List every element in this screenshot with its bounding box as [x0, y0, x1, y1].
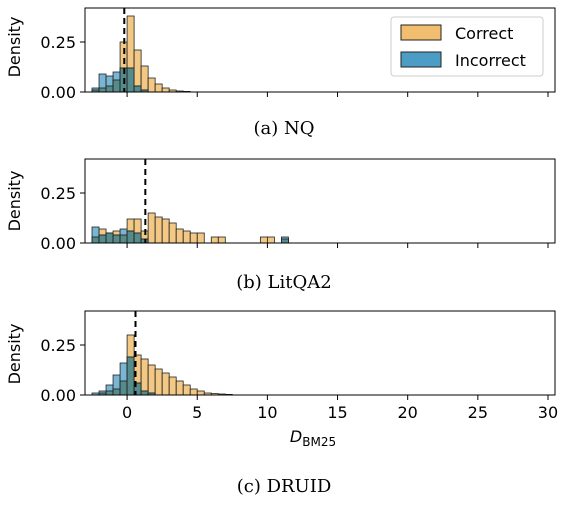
- plot-frame-litqa2: [84, 158, 556, 244]
- bar-overlap: [140, 390, 149, 396]
- xtick-label-druid: 15: [327, 403, 347, 422]
- xlabel-druid: DBM25: [290, 427, 336, 449]
- bar-correct: [182, 384, 191, 396]
- bar-overlap: [119, 380, 128, 396]
- bar-correct: [210, 236, 219, 244]
- bar-correct: [161, 87, 170, 93]
- bar-overlap: [91, 236, 100, 244]
- ylabel-druid: Density: [5, 324, 24, 385]
- panel-druid: Density DBM25 (c) DRUID 0.00 0.25 0 5 10 15 20…: [5, 310, 558, 497]
- ytick-label-druid: 0.00: [40, 386, 76, 405]
- xtick-label-druid: 30: [538, 403, 558, 422]
- bar-overlap: [105, 390, 114, 396]
- ylabel-nq: Density: [5, 17, 24, 78]
- bar-overlap: [112, 234, 121, 244]
- bar-overlap: [112, 388, 121, 396]
- bar-correct: [266, 236, 275, 244]
- xtick-label-druid: 25: [468, 403, 488, 422]
- ylabel-litqa2: Density: [5, 171, 24, 232]
- bar-correct: [217, 236, 226, 244]
- bar-correct: [182, 230, 191, 244]
- bar-correct: [140, 358, 149, 396]
- bar-correct: [175, 380, 184, 396]
- bar-overlap: [126, 230, 135, 244]
- bar-correct: [259, 236, 268, 244]
- bars-nq: [91, 8, 191, 93]
- legend: Correct Incorrect: [390, 16, 544, 77]
- legend-label-incorrect: Incorrect: [455, 51, 526, 70]
- xtick-label-druid: 0: [122, 403, 132, 422]
- xtick-label-druid: 20: [398, 403, 418, 422]
- ytick-label-nq: 0.25: [40, 33, 76, 52]
- bar-correct: [147, 212, 156, 244]
- bar-overlap: [126, 356, 135, 396]
- bar-correct: [154, 216, 163, 244]
- bar-correct: [140, 65, 149, 93]
- plot-frame-nq: [84, 7, 556, 93]
- caption-litqa2: (b) LitQA2: [236, 272, 331, 293]
- bar-correct: [168, 376, 177, 396]
- bar-overlap: [281, 238, 289, 244]
- bar-correct: [168, 222, 177, 244]
- bar-correct: [189, 232, 198, 244]
- bar-overlap: [98, 234, 107, 244]
- bars-druid: [91, 311, 233, 396]
- bar-correct: [154, 368, 163, 396]
- bar-correct: [147, 77, 156, 93]
- bar-correct: [196, 390, 205, 396]
- bar-correct: [154, 83, 163, 93]
- bar-overlap: [98, 87, 107, 93]
- ytick-label-litqa2: 0.25: [40, 184, 76, 203]
- legend-swatch-correct: [400, 24, 442, 41]
- bar-overlap: [133, 232, 142, 244]
- legend-label-correct: Correct: [455, 24, 513, 43]
- bar-overlap: [133, 85, 142, 93]
- bar-correct: [189, 388, 198, 396]
- xtick-label-druid: 5: [192, 403, 202, 422]
- legend-swatch-incorrect: [400, 51, 442, 68]
- ytick-label-nq: 0.00: [40, 83, 76, 102]
- bar-correct: [196, 232, 205, 244]
- bar-correct: [161, 218, 170, 244]
- bar-overlap: [105, 85, 114, 93]
- ytick-label-litqa2: 0.00: [40, 234, 76, 253]
- bar-correct: [161, 372, 170, 396]
- ytick-label-druid: 0.25: [40, 336, 76, 355]
- caption-nq: (a) NQ: [253, 118, 314, 139]
- panel-nq: Density (a) NQ Correct Incorrect 0.00 0.2…: [5, 7, 556, 139]
- bar-correct: [147, 364, 156, 396]
- bar-overlap: [126, 67, 135, 93]
- plot-frame-druid: [84, 310, 556, 396]
- bar-overlap: [119, 234, 128, 244]
- bar-overlap: [105, 232, 114, 244]
- bar-correct: [175, 228, 184, 244]
- xtick-label-druid: 10: [257, 403, 277, 422]
- bars-litqa2: [91, 159, 289, 244]
- bar-overlap: [112, 79, 121, 93]
- caption-druid: (c) DRUID: [237, 476, 332, 497]
- panel-litqa2: Density (b) LitQA2 0.00 0.25: [5, 158, 556, 293]
